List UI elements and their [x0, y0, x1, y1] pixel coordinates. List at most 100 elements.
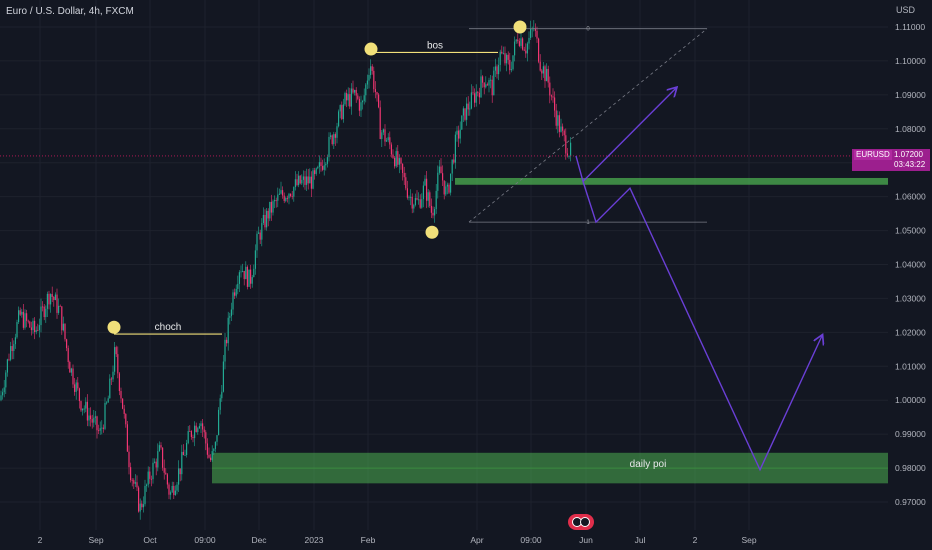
x-tick-label: Sep	[88, 535, 103, 545]
candle-body	[512, 55, 514, 70]
candle-body	[451, 159, 453, 174]
candle-body	[189, 431, 191, 432]
candle-body	[290, 193, 292, 197]
candle-body	[342, 104, 344, 120]
candle-body	[354, 89, 356, 93]
swing-markers	[107, 20, 527, 334]
candle-body	[120, 391, 122, 399]
candle-body	[152, 462, 154, 480]
candle-body	[442, 173, 444, 181]
y-tick-label: 1.08000	[895, 124, 926, 134]
candle-body	[101, 427, 103, 429]
candle-body	[206, 443, 208, 455]
candle-body	[202, 423, 204, 430]
candle-body	[59, 305, 61, 307]
x-tick-label: Jul	[635, 535, 646, 545]
candle-body	[88, 415, 90, 421]
candle-body	[242, 271, 244, 272]
candle-body	[74, 384, 76, 392]
daily-poi-label: daily poi	[630, 459, 667, 470]
candle-body	[229, 316, 231, 318]
candle-body	[301, 179, 303, 184]
candle-body	[494, 66, 496, 71]
x-tick-label: 09:00	[520, 535, 542, 545]
candle-body	[323, 165, 325, 170]
candle-body	[507, 54, 509, 60]
candle-body	[293, 187, 295, 197]
candle-body	[570, 142, 572, 157]
candle-body	[219, 398, 221, 410]
candle-body	[160, 445, 162, 448]
candle-body	[374, 89, 376, 93]
candle-body	[190, 431, 192, 437]
candle-body	[43, 306, 45, 318]
candle-body	[122, 398, 124, 409]
candle-body	[178, 468, 180, 485]
candle-body	[176, 484, 178, 491]
candle-body	[349, 94, 351, 107]
candle-body	[261, 223, 263, 240]
candle-body	[96, 416, 98, 431]
candle-body	[125, 413, 127, 425]
candle-body	[363, 95, 365, 101]
candle-body	[226, 339, 228, 344]
candle-body	[50, 294, 52, 305]
candle-body	[424, 178, 426, 186]
candle-body	[194, 425, 196, 439]
candle-body	[146, 484, 148, 486]
candle-body	[515, 39, 517, 42]
candle-body	[184, 454, 186, 456]
candle-body	[203, 429, 205, 433]
chart-title: Euro / U.S. Dollar, 4h, FXCM	[6, 6, 134, 17]
swing-marker	[425, 225, 439, 239]
candle-body	[205, 432, 207, 444]
candle-body	[130, 467, 132, 481]
candle-body	[195, 425, 197, 432]
candle-body	[306, 176, 308, 185]
swing-marker	[364, 42, 378, 56]
x-tick-label: Dec	[251, 535, 267, 545]
price-axis: 1.110001.100001.090001.080001.070001.060…	[895, 22, 926, 507]
candle-body	[483, 82, 485, 88]
candle-body	[427, 192, 429, 201]
x-tick-label: 09:00	[194, 535, 216, 545]
candle-body	[397, 151, 399, 165]
candle-body	[141, 503, 143, 508]
candle-body	[181, 451, 183, 475]
candle-body	[21, 311, 23, 315]
candle-body	[405, 177, 407, 189]
candle-body	[469, 108, 471, 110]
candle-body	[438, 166, 440, 173]
candle-body	[283, 195, 285, 201]
candle-body	[523, 49, 525, 51]
candle-body	[458, 130, 460, 139]
candle-body	[14, 337, 16, 345]
candle-body	[274, 200, 276, 202]
candle-body	[131, 480, 133, 481]
candle-body	[157, 451, 159, 468]
projected-paths	[575, 88, 822, 472]
candle-body	[58, 305, 60, 313]
candle-body	[466, 103, 468, 120]
candle-body	[51, 294, 53, 298]
tradingview-logo-icon[interactable]	[568, 514, 594, 530]
candle-body	[490, 79, 492, 81]
candle-body	[155, 461, 157, 468]
zones: daily poi	[212, 177, 888, 484]
candle-body	[27, 320, 29, 322]
candle-body	[482, 76, 484, 83]
candle-body	[19, 310, 21, 315]
candle-body	[35, 330, 37, 332]
candle-body	[437, 172, 439, 191]
candle-body	[544, 66, 546, 82]
candle-body	[91, 419, 93, 423]
candle-body	[10, 346, 12, 360]
candle-body	[314, 170, 316, 174]
candle-body	[493, 70, 495, 96]
candle-body	[235, 288, 237, 296]
candle-body	[394, 157, 396, 167]
candle-body	[158, 445, 160, 452]
candle-body	[395, 151, 397, 167]
candle-body	[173, 485, 175, 496]
